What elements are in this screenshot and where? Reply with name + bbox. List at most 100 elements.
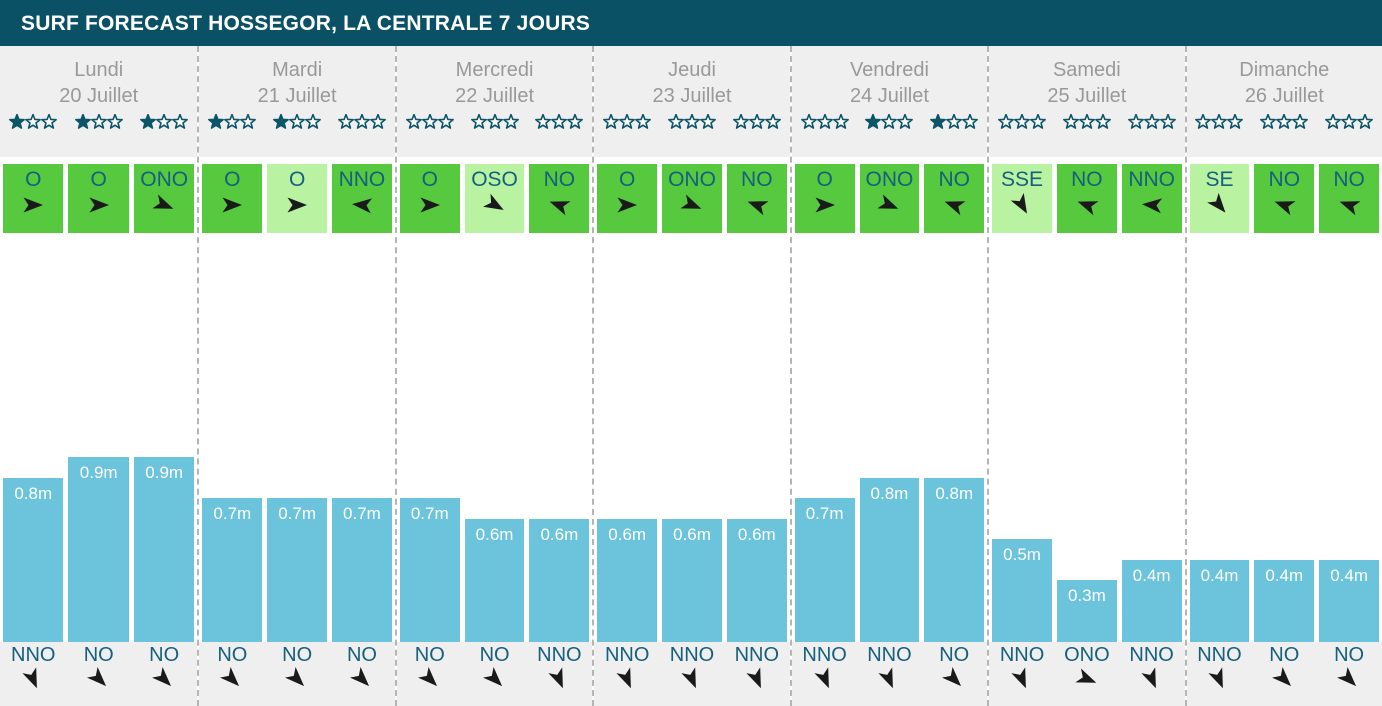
wind-row: O O ONO (0, 157, 197, 247)
swell-cell: NO (202, 644, 262, 706)
wind-direction-label: NO (543, 168, 576, 191)
star-icon (338, 114, 354, 129)
wave-bar: 0.6m (529, 519, 590, 642)
day-name-label: Dimanche (1239, 59, 1330, 81)
star-rating-row (397, 114, 592, 130)
star-icon (748, 114, 765, 129)
wind-cell: O (399, 164, 460, 233)
star-rating-group (930, 114, 979, 130)
star-icon (567, 114, 584, 129)
star-icon (90, 114, 107, 129)
wind-cell: O (794, 164, 855, 233)
wind-row: SSE NO NNO (989, 157, 1184, 247)
star-rating-group (1325, 114, 1374, 130)
wave-bars: 0.8m 0.9m 0.9m (0, 247, 197, 642)
wave-height-label: 0.6m (475, 525, 514, 544)
wave-bar: 0.7m (332, 498, 392, 642)
day-date-label: 25 Juillet (1047, 85, 1127, 107)
swell-direction-label: NO (149, 644, 180, 666)
star-icon (1143, 114, 1160, 129)
wave-height-label: 0.8m (935, 484, 974, 503)
wave-bar: 0.4m (1121, 560, 1182, 642)
day-name-label: Vendredi (849, 59, 929, 81)
wind-arrow-icon (351, 198, 373, 214)
day-header: Vendredi 24 Juillet (791, 46, 988, 157)
wave-height-label: 0.7m (343, 504, 381, 523)
swell-arrow-icon (878, 667, 894, 689)
wave-bar: 0.4m (1254, 560, 1315, 642)
wind-direction-label: SE (1205, 168, 1234, 191)
day-header: Samedi 25 Juillet (989, 46, 1185, 157)
star-icon (1030, 114, 1046, 129)
swell-arrow-icon (681, 667, 696, 689)
star-rating-group (800, 114, 849, 130)
wind-arrow-icon (1010, 193, 1028, 214)
star-icon (1062, 114, 1079, 129)
wave-bar: 0.4m (1189, 560, 1250, 642)
star-icon (208, 114, 225, 129)
wave-height-label: 0.4m (1200, 566, 1239, 585)
wave-height-label: 0.4m (1265, 566, 1304, 585)
star-icon (1195, 114, 1212, 129)
wave-height-label: 0.6m (540, 525, 579, 544)
swell-row: NNO ONO NNO (989, 642, 1185, 706)
swell-row: NO NO NNO (396, 642, 593, 706)
star-icon (25, 114, 42, 129)
swell-cell: NO (1254, 644, 1314, 706)
wind-cell: SSE (992, 164, 1052, 233)
star-icon (1341, 114, 1358, 129)
swell-cell: NNO (662, 644, 722, 706)
star-icon (437, 114, 454, 129)
star-icon (140, 114, 157, 129)
swell-cell: NNO (597, 644, 657, 706)
star-icon (305, 114, 322, 129)
wind-arrow-icon (420, 197, 440, 213)
wave-height-label: 0.6m (673, 525, 711, 544)
wind-cell: OSO (464, 164, 525, 233)
wave-bar: 0.7m (202, 498, 263, 642)
swell-cell: NO (465, 644, 525, 706)
star-icon (470, 114, 487, 129)
star-icon (930, 114, 947, 129)
star-rating-row (989, 114, 1184, 130)
star-rating-group (603, 114, 652, 130)
star-icon (551, 114, 568, 129)
page-title: SURF FORECAST HOSSEGOR, LA CENTRALE 7 JO… (0, 0, 1382, 46)
wind-arrow-icon (944, 201, 966, 216)
wave-bar: 0.7m (267, 498, 328, 642)
swell-direction-label: NO (83, 644, 114, 666)
wind-arrow-icon (617, 197, 638, 213)
wind-direction-label: ONO (140, 168, 189, 191)
swell-arrow-icon (285, 666, 305, 687)
wave-height-label: 0.8m (870, 484, 909, 503)
swell-cell: NNO (795, 644, 855, 706)
day-header: Jeudi 23 Juillet (594, 46, 790, 157)
day-name-label: Mercredi (455, 59, 534, 81)
day-column-mercredi: Mercredi 22 Juillet O OSO NO 0.7m 0.6m 0.6m NO NO… (394, 46, 593, 706)
swell-arrow-icon (548, 667, 564, 689)
swell-arrow-icon (616, 667, 632, 689)
swell-arrow-icon (417, 666, 437, 687)
swell-direction-label: NO (1334, 644, 1365, 666)
star-icon (9, 114, 26, 129)
swell-direction-label: NNO (11, 644, 56, 666)
swell-direction-label: NO (346, 644, 377, 666)
wind-row: O ONO NO (594, 157, 789, 247)
wind-arrow-icon (877, 194, 899, 209)
swell-direction-label: NO (479, 644, 510, 666)
star-rating-group (9, 114, 58, 130)
wind-direction-label: NO (741, 168, 773, 191)
wind-direction-label: NO (1071, 168, 1103, 191)
star-rating-group (470, 114, 519, 130)
day-header: Mardi 21 Juillet (199, 46, 395, 157)
forecast-board: Lundi 20 Juillet O O ONO 0.8m 0.9m 0.9m NNO NO NO M… (0, 46, 1382, 706)
star-icon (1325, 114, 1342, 129)
star-icon (1227, 114, 1244, 129)
wave-bar: 0.3m (1056, 580, 1117, 642)
swell-cell: NO (924, 644, 984, 706)
wave-height-label: 0.4m (1132, 566, 1171, 585)
swell-arrow-icon (942, 666, 962, 687)
wind-row: O OSO NO (397, 157, 592, 247)
wind-arrow-icon (549, 201, 571, 216)
star-rating-group (998, 114, 1046, 130)
